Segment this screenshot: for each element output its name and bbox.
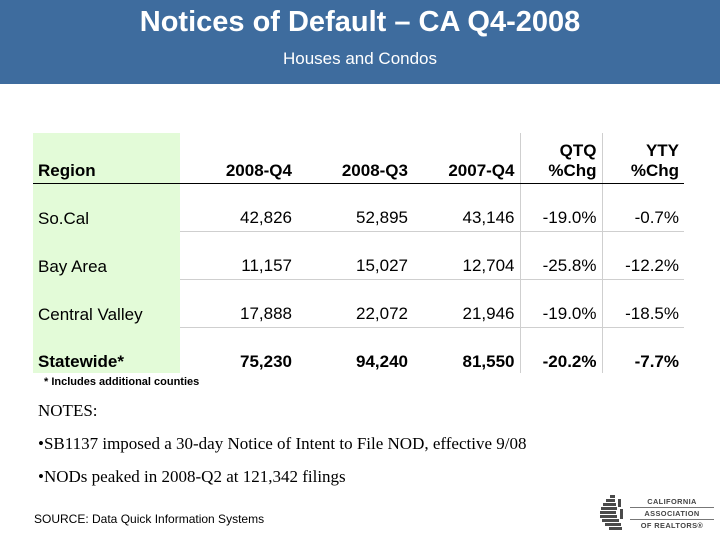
cell-yty-chg: -12.2%	[601, 231, 684, 280]
cell-2008-q4: 17,888	[180, 279, 297, 328]
column-header-region: Region	[33, 133, 180, 184]
realtors-emblem-icon	[600, 495, 623, 530]
column-header-yty: YTY %Chg	[601, 133, 684, 184]
column-header-2007-q4: 2007-Q4	[413, 133, 520, 184]
notes-section: NOTES: •SB1137 imposed a 30-day Notice o…	[38, 401, 526, 500]
cell-qtq-chg: -19.0%	[519, 279, 602, 328]
column-header-yty-line1: YTY	[645, 141, 679, 160]
default-notices-table: Region 2008-Q4 2008-Q3 2007-Q4 QTQ %Chg Y…	[33, 133, 684, 373]
cell-2008-q3: 52,895	[297, 183, 413, 232]
column-header-qtq: QTQ %Chg	[519, 133, 602, 184]
car-logo: CALIFORNIA ASSOCIATION OF REALTORS®	[596, 494, 714, 534]
cell-region: Bay Area	[33, 231, 180, 280]
cell-2008-q3: 15,027	[297, 231, 413, 280]
table-footnote: * Includes additional counties	[44, 376, 200, 388]
cell-qtq-chg: -25.8%	[519, 231, 602, 280]
logo-line: CALIFORNIA	[630, 496, 714, 508]
page-title: Notices of Default – CA Q4-2008	[139, 6, 581, 38]
logo-line: ASSOCIATION	[630, 508, 714, 520]
cell-2007-q4: 81,550	[462, 352, 515, 371]
column-header-yty-line2: %Chg	[630, 161, 679, 180]
cell-2007-q4: 12,704	[413, 231, 520, 280]
table-row-bay-area: Bay Area 11,157 15,027 12,704 -25.8% -12…	[33, 231, 684, 280]
column-header-qtq-line1: QTQ	[559, 141, 597, 160]
cell-2007-q4: 43,146	[413, 183, 520, 232]
cell-2007-q4: 21,946	[413, 279, 520, 328]
cell-2008-q4: 75,230	[240, 352, 292, 371]
cell-region: Central Valley	[33, 279, 180, 328]
logo-line: OF REALTORS®	[640, 521, 704, 530]
column-header-2008-q4: 2008-Q4	[180, 133, 297, 184]
source-credit: SOURCE: Data Quick Information Systems	[34, 512, 265, 526]
cell-region: So.Cal	[33, 183, 180, 232]
cell-region: Statewide*	[33, 327, 180, 373]
note-item: •NODs peaked in 2008-Q2 at 121,342 filin…	[38, 467, 346, 486]
table-row-central-valley: Central Valley 17,888 22,072 21,946 -19.…	[33, 279, 684, 328]
table-header-row: Region 2008-Q4 2008-Q3 2007-Q4 QTQ %Chg Y…	[33, 133, 684, 184]
table-row-socal: So.Cal 42,826 52,895 43,146 -19.0% -0.7%	[33, 183, 684, 232]
notes-heading: NOTES:	[38, 401, 98, 420]
cell-2008-q4: 42,826	[180, 183, 297, 232]
cell-2008-q3: 94,240	[356, 352, 408, 371]
cell-qtq-chg: -20.2%	[519, 327, 602, 373]
cell-yty-chg: -18.5%	[601, 279, 684, 328]
default-notices-table-container: Region 2008-Q4 2008-Q3 2007-Q4 QTQ %Chg Y…	[33, 133, 684, 373]
column-header-2008-q3: 2008-Q3	[297, 133, 413, 184]
title-banner: Notices of Default – CA Q4-2008 Houses a…	[0, 0, 720, 84]
cell-2008-q3: 22,072	[297, 279, 413, 328]
note-item: •SB1137 imposed a 30-day Notice of Inten…	[38, 434, 527, 453]
cell-2008-q4: 11,157	[180, 231, 297, 280]
cell-qtq-chg: -19.0%	[519, 183, 602, 232]
table-row-statewide: Statewide* 75,230 94,240 81,550 -20.2% -…	[33, 327, 684, 373]
cell-yty-chg: -0.7%	[601, 183, 684, 232]
logo-wordmark: CALIFORNIA ASSOCIATION OF REALTORS®	[630, 496, 714, 531]
cell-yty-chg: -7.7%	[601, 327, 684, 373]
column-header-qtq-line2: %Chg	[548, 161, 597, 180]
page-subtitle: Houses and Condos	[282, 49, 438, 68]
